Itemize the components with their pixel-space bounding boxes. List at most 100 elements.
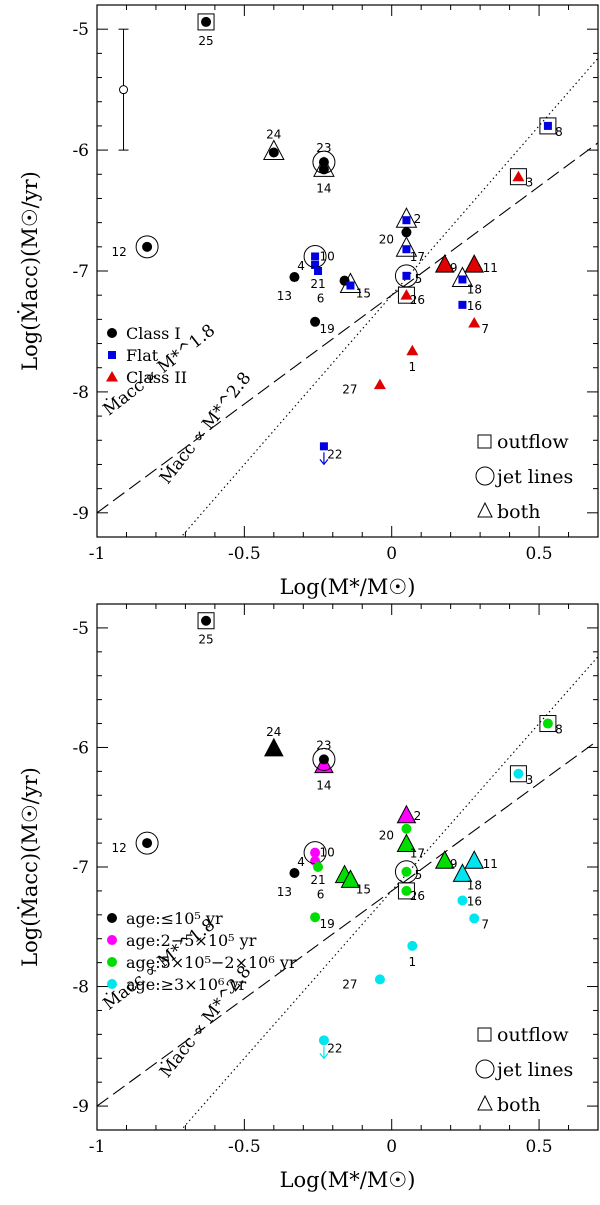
point-label: 13 (277, 289, 292, 303)
point-label: 3 (526, 176, 534, 190)
outflow-legend-square (477, 434, 492, 449)
point-label: 16 (467, 299, 482, 313)
legend-label: age:≤10⁵ yr (126, 909, 223, 928)
point-label: 23 (316, 738, 331, 752)
point-marker (318, 1035, 329, 1046)
legend-marker (107, 328, 117, 338)
point-label: 11 (483, 857, 498, 871)
point-label: 1 (409, 360, 417, 374)
both-marker (313, 156, 335, 177)
point-label: 25 (198, 34, 213, 48)
jet-marker (312, 150, 336, 174)
point-marker (407, 940, 418, 951)
legend-marker (107, 979, 117, 989)
x-axis-label: Log(M*/M☉) (280, 1168, 416, 1192)
y-tick-label: -8 (72, 978, 89, 998)
point-label: 4 (297, 855, 305, 869)
point-label: 12 (111, 841, 126, 855)
point-marker (543, 121, 552, 130)
point-marker (313, 862, 324, 872)
both-marker (464, 850, 485, 869)
point-marker (401, 227, 412, 238)
x-tick-label: 0 (386, 1137, 397, 1157)
legend-marker (107, 913, 117, 923)
y-tick-label: -9 (72, 504, 89, 524)
point-label: 15 (356, 287, 371, 301)
point-label: 6 (317, 888, 325, 902)
point-label: 18 (467, 282, 482, 296)
data-point-1: 1 (406, 344, 419, 374)
point-marker (318, 754, 329, 765)
data-point-10: 10 (303, 841, 335, 865)
point-label: 2 (414, 212, 422, 226)
outflow-legend-triangle (477, 501, 493, 518)
point-marker (458, 300, 467, 309)
point-label: 5 (415, 272, 423, 286)
y-tick-label: -7 (72, 858, 89, 878)
data-point-27: 27 (342, 378, 386, 397)
y-axis-label: Log(Ṁacc)(M☉/yr) (18, 171, 42, 371)
point-marker (201, 615, 212, 626)
outflow-marker (397, 286, 415, 304)
data-point-23: 23 (312, 141, 336, 174)
point-marker (401, 823, 412, 834)
data-point-15: 15 (339, 272, 371, 301)
point-marker (458, 275, 467, 284)
point-marker (311, 260, 320, 269)
point-marker (402, 216, 411, 225)
both-marker (262, 139, 285, 161)
point-label: 5 (415, 868, 423, 882)
point-marker (142, 241, 153, 252)
upper-limit-arrowhead (319, 1052, 329, 1060)
point-label: 10 (319, 846, 334, 860)
point-marker (401, 885, 412, 896)
both-marker (340, 869, 361, 888)
point-label: 27 (342, 383, 357, 397)
point-label: 7 (481, 917, 489, 931)
outflow-legend-circle (475, 1059, 495, 1079)
outflow-legend-label: jet lines (495, 466, 573, 488)
y-tick-label: -6 (72, 738, 89, 758)
point-label: 8 (555, 125, 563, 139)
point-label: 15 (356, 882, 371, 896)
x-tick-label: 0.5 (526, 1137, 553, 1157)
data-point-20: 20 (379, 227, 412, 246)
outflow-legend-triangle (477, 1094, 493, 1111)
y-axis-label: Log(Ṁacc)(M☉/yr) (18, 767, 42, 967)
point-label: 2 (414, 809, 422, 823)
point-label: 17 (410, 846, 425, 860)
point-label: 19 (319, 322, 334, 336)
legend-label: age:≥3×10⁶ yr (126, 975, 247, 994)
y-tick-label: -9 (72, 1097, 89, 1117)
data-point-18: 18 (451, 266, 482, 296)
y-tick-label: -7 (72, 262, 89, 282)
point-marker (402, 271, 411, 280)
x-tick-label: -0.5 (228, 544, 261, 564)
data-point-26: 26 (397, 882, 425, 903)
point-label: 18 (467, 878, 482, 892)
data-point-10: 10 (303, 244, 335, 268)
point-marker (310, 912, 321, 923)
data-point-24: 24 (262, 128, 285, 161)
panel-top: -1 -0.5 0 0.5 -9 -8 -7 -6 -5 Log(M*/M☉) Log(Ṁacc)(… (18, 4, 599, 599)
upper-limit-arrowhead (319, 458, 329, 466)
point-marker (289, 867, 300, 878)
point-label: 26 (410, 293, 425, 307)
data-point-17: 17 (396, 833, 425, 860)
outflow-marker (197, 612, 215, 630)
point-label: 6 (317, 292, 325, 306)
panel-bottom: -1 -0.5 0 0.5 -9 -8 -7 -6 -5 Log(M*/M☉) Log(Ṁacc)(… (18, 603, 599, 1192)
data-point-12: 12 (111, 831, 159, 855)
x-tick-label: 0.5 (526, 544, 553, 564)
outflow-marker (509, 765, 527, 783)
data-point-9: 9 (434, 254, 458, 275)
point-label: 7 (481, 322, 489, 336)
data-point-12: 12 (111, 235, 159, 259)
both-marker (263, 737, 284, 757)
point-label: 27 (342, 977, 357, 991)
point-marker (401, 866, 412, 877)
data-point-8: 8 (539, 117, 563, 139)
outflow-marker (397, 882, 415, 900)
data-point-15: 15 (340, 869, 371, 896)
point-marker (310, 316, 321, 327)
